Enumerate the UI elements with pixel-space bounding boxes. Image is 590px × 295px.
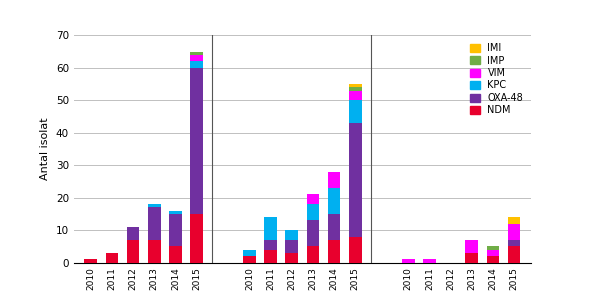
Bar: [127, 227, 139, 240]
Bar: [190, 68, 203, 214]
Bar: [349, 87, 362, 91]
Bar: [264, 250, 277, 263]
Bar: [243, 256, 256, 263]
Bar: [286, 230, 298, 240]
Bar: [190, 61, 203, 68]
Bar: [307, 246, 319, 263]
Bar: [466, 240, 478, 253]
Bar: [148, 207, 160, 240]
Bar: [328, 214, 340, 240]
Bar: [148, 240, 160, 263]
Bar: [487, 250, 499, 256]
Bar: [349, 84, 362, 87]
Bar: [508, 246, 520, 263]
Bar: [190, 55, 203, 61]
Bar: [508, 224, 520, 240]
Bar: [127, 240, 139, 263]
Bar: [466, 253, 478, 263]
Bar: [307, 220, 319, 246]
Bar: [264, 240, 277, 250]
Bar: [148, 204, 160, 207]
Bar: [349, 91, 362, 100]
Bar: [264, 217, 277, 240]
Bar: [328, 188, 340, 214]
Bar: [349, 123, 362, 237]
Bar: [349, 237, 362, 263]
Bar: [402, 259, 415, 263]
Bar: [423, 259, 436, 263]
Bar: [169, 211, 182, 214]
Bar: [487, 246, 499, 250]
Bar: [243, 250, 256, 256]
Bar: [349, 100, 362, 123]
Bar: [169, 214, 182, 246]
Bar: [84, 259, 97, 263]
Bar: [106, 253, 118, 263]
Bar: [487, 256, 499, 263]
Bar: [190, 214, 203, 263]
Bar: [190, 52, 203, 55]
Legend: IMI, IMP, VIM, KPC, OXA-48, NDM: IMI, IMP, VIM, KPC, OXA-48, NDM: [467, 40, 526, 118]
Bar: [286, 240, 298, 253]
Bar: [328, 240, 340, 263]
Bar: [508, 217, 520, 224]
Bar: [328, 172, 340, 188]
Bar: [307, 204, 319, 220]
Bar: [508, 240, 520, 246]
Bar: [169, 246, 182, 263]
Y-axis label: Antal isolat: Antal isolat: [40, 118, 50, 180]
Bar: [307, 194, 319, 204]
Bar: [286, 253, 298, 263]
